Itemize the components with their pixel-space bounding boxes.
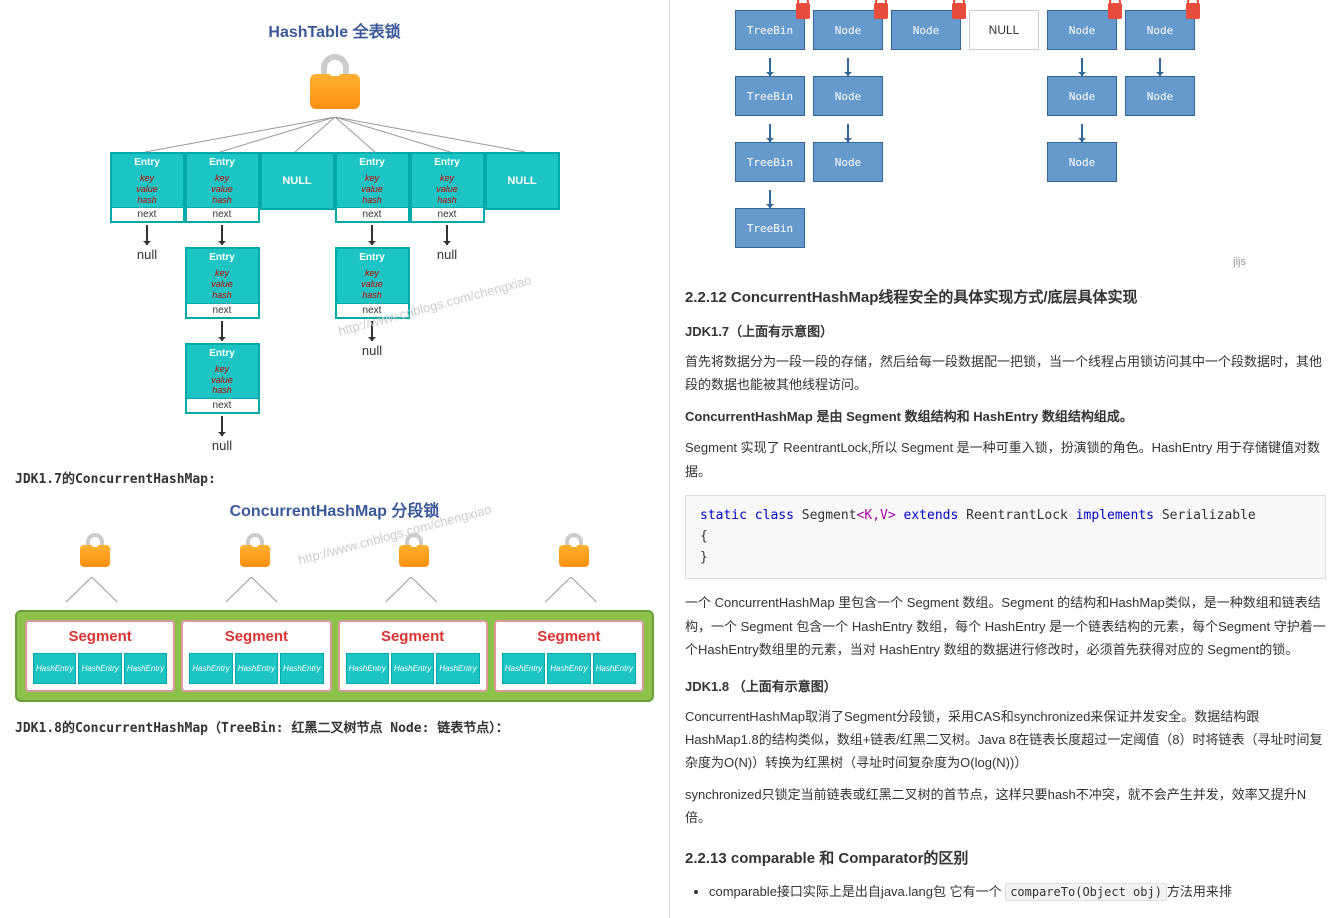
hashtable-title: HashTable 全表锁 (15, 18, 654, 42)
fan-lines (15, 117, 654, 152)
chm-node: TreeBin (735, 142, 805, 182)
chm-node: Node (1047, 76, 1117, 116)
entry-cell: Entrykeyvaluehashnext (185, 152, 260, 223)
chm18-diagram: TreeBinNodeNodeNULLNodeNodeTreeBinNodeNo… (685, 10, 1326, 248)
comparator-list: comparable接口实际上是出自java.lang包 它有一个 compar… (709, 880, 1326, 904)
jdk17-para4: 一个 ConcurrentHashMap 里包含一个 Segment 数组。Se… (685, 591, 1326, 661)
hashentry-cell: HashEntry (436, 653, 479, 684)
entry-cell: Entrykeyvaluehashnext (185, 343, 260, 414)
jdk17-para2: ConcurrentHashMap 是由 Segment 数组结构和 HashE… (685, 405, 1326, 428)
entry-cell: Entrykeyvaluehashnext (185, 247, 260, 318)
entry-cell: Entrykeyvaluehashnext (110, 152, 185, 223)
segment-box: SegmentHashEntryHashEntryHashEntry (338, 620, 488, 692)
chm17-title: ConcurrentHashMap 分段锁 (15, 497, 654, 521)
lock-icon (310, 54, 360, 109)
list-item: comparable接口实际上是出自java.lang包 它有一个 compar… (709, 880, 1326, 904)
hashentry-cell: HashEntry (547, 653, 590, 684)
inline-code: compareTo(Object obj) (1005, 883, 1167, 901)
entry-cell: Entrykeyvaluehashnext (335, 152, 410, 223)
segment-label: Segment (33, 628, 167, 645)
jdk18-para1: ConcurrentHashMap取消了Segment分段锁，采用CAS和syn… (685, 705, 1326, 775)
hashentry-cell: HashEntry (235, 653, 278, 684)
chm-node: Node (1125, 10, 1195, 50)
chm-node: TreeBin (735, 208, 805, 248)
hashentry-cell: HashEntry (502, 653, 545, 684)
null-cell: NULL (485, 152, 560, 210)
chm-node: Node (813, 142, 883, 182)
segment-label: Segment (346, 628, 480, 645)
null-text: null (110, 247, 185, 262)
segment-box: SegmentHashEntryHashEntryHashEntry (25, 620, 175, 692)
entry-cell: Entrykeyvaluehashnext (410, 152, 485, 223)
lock-icon (399, 533, 429, 567)
section-2-2-12-title: 2.2.12 ConcurrentHashMap线程安全的具体实现方式/底层具体… (685, 286, 1326, 307)
lock-icon (1186, 3, 1200, 19)
entry-chain: Entrykeyvaluehashnext null (335, 223, 410, 453)
section-2-2-13-title: 2.2.13 comparable 和 Comparator的区别 (685, 847, 1326, 868)
chm-node: Node (891, 10, 961, 50)
hashentry-cell: HashEntry (33, 653, 76, 684)
lock-icon (80, 533, 110, 567)
hashentry-cell: HashEntry (346, 653, 389, 684)
jdk17-para1: 首先将数据分为一段一段的存储，然后给每一段数据配一把锁，当一个线程占用锁访问其中… (685, 350, 1326, 397)
hashentry-cell: HashEntry (593, 653, 636, 684)
caption-jdk18: JDK1.8的ConcurrentHashMap（TreeBin: 红黑二叉树节… (15, 717, 654, 736)
hashtable-grid: EntrykeyvaluehashnextEntrykeyvaluehashne… (15, 152, 654, 453)
null-text: null (410, 247, 485, 262)
lock-icon (559, 533, 589, 567)
jdk18-subtitle: JDK1.8 （上面有示意图） (685, 676, 1326, 695)
segment-label: Segment (189, 628, 323, 645)
code-block-segment: static class Segment<K,V> extends Reentr… (685, 495, 1326, 579)
hashentry-cell: HashEntry (189, 653, 232, 684)
entry-chain (260, 223, 335, 453)
chm-node: Node (1047, 142, 1117, 182)
chm-node: Node (1047, 10, 1117, 50)
lock-icon (874, 3, 888, 19)
entry-chain: null (410, 223, 485, 453)
entry-chain: Entrykeyvaluehashnext Entrykeyvaluehashne… (185, 223, 260, 453)
null-cell: NULL (260, 152, 335, 210)
lock-icon (240, 533, 270, 567)
jdk18-para2: synchronized只锁定当前链表或红黑二叉树的首节点，这样只要hash不冲… (685, 783, 1326, 830)
watermark-jijs: jijs (685, 256, 1326, 268)
hashentry-cell: HashEntry (280, 653, 323, 684)
entry-chain (485, 223, 560, 453)
hashentry-cell: HashEntry (391, 653, 434, 684)
chm-node: Node (1125, 76, 1195, 116)
entry-chain: null (110, 223, 185, 453)
lock-icon (952, 3, 966, 19)
segment-lines (15, 577, 654, 602)
hashentry-cell: HashEntry (78, 653, 121, 684)
entry-cell: Entrykeyvaluehashnext (335, 247, 410, 318)
jdk17-para3: Segment 实现了 ReentrantLock,所以 Segment 是一种… (685, 436, 1326, 483)
segment-box: SegmentHashEntryHashEntryHashEntry (494, 620, 644, 692)
lock-icon (796, 3, 810, 19)
null-text: null (335, 343, 410, 358)
chm-node: TreeBin (735, 76, 805, 116)
right-column: TreeBinNodeNodeNULLNodeNodeTreeBinNodeNo… (670, 0, 1341, 918)
null-text: null (185, 438, 260, 453)
locks-row (15, 533, 654, 573)
segment-box: SegmentHashEntryHashEntryHashEntry (181, 620, 331, 692)
left-column: HashTable 全表锁 EntrykeyvaluehashnextEntry… (0, 0, 670, 918)
chm-node: Node (813, 76, 883, 116)
chm-node: Node (813, 10, 883, 50)
caption-jdk17: JDK1.7的ConcurrentHashMap: (15, 468, 654, 487)
null-cell: NULL (969, 10, 1039, 50)
chm17-diagram: ConcurrentHashMap 分段锁 http://www.cnblogs… (15, 497, 654, 702)
hashtable-diagram: HashTable 全表锁 EntrykeyvaluehashnextEntry… (15, 18, 654, 453)
jdk17-subtitle: JDK1.7（上面有示意图） (685, 321, 1326, 340)
hashentry-cell: HashEntry (124, 653, 167, 684)
segment-container: SegmentHashEntryHashEntryHashEntrySegmen… (15, 610, 654, 702)
lock-icon (1108, 3, 1122, 19)
segment-label: Segment (502, 628, 636, 645)
kw-static-class: static class (700, 508, 794, 523)
chm-node: TreeBin (735, 10, 805, 50)
